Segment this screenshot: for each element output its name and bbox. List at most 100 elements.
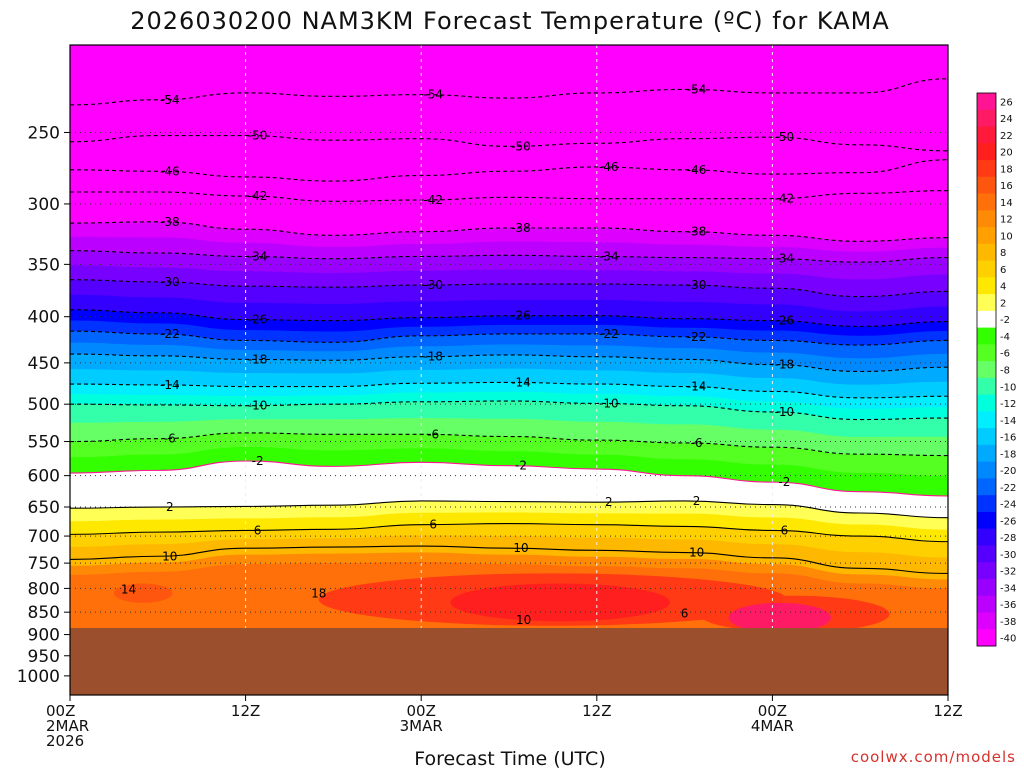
isotherm-label: -10 [248,399,268,413]
colorbar-label: 24 [1000,114,1013,125]
x-tick-label: 4MAR [751,717,794,735]
colorbar-swatch [977,109,996,128]
colorbar-swatch [977,495,996,513]
x-tick-label: 00Z [407,702,436,720]
colorbar-label: 16 [1000,181,1013,192]
isotherm-label: -14 [160,378,180,392]
isotherm-label: 10 [689,546,704,560]
colorbar-swatch [977,160,996,178]
colorbar-label: -34 [1000,583,1016,594]
colorbar-swatch [977,361,996,379]
isotherm-label: -42 [423,193,443,207]
colorbar-label: -8 [1000,366,1010,377]
isotherm-label: 6 [781,523,789,537]
y-tick-label: 550 [28,433,60,453]
isotherm-label: -38 [511,221,531,235]
warm-core-regions [113,573,890,633]
isotherm-label: 2 [693,494,701,508]
isotherm-label: 10 [162,549,177,563]
colorbar-swatch [977,210,996,228]
isotherm-label: -30 [160,275,180,289]
colorbar-label: -6 [1000,349,1010,360]
isotherm-line [70,545,948,574]
isotherm-label: -54 [423,88,443,102]
colorbar-label: -16 [1000,433,1016,444]
x-tick-label: 2026 [46,732,84,750]
isotherm-label: -22 [687,330,707,344]
colorbar-label: -2 [1000,315,1010,326]
y-tick-label: 850 [28,603,60,623]
colorbar-swatch [977,143,996,161]
isotherm-line [70,460,948,497]
colorbar-label: 14 [1000,198,1013,209]
y-tick-label: 700 [28,527,60,547]
colorbar-swatch [977,545,996,563]
isotherm-label: -34 [599,249,619,263]
x-tick-label: 12Z [231,702,260,720]
colorbar-label: -12 [1000,399,1016,410]
y-tick-label: 450 [28,354,60,374]
colorbar-swatch [977,511,996,530]
pressure-axis: 250 300 350 400 450 500 550 600 650 700 750 800 850 9… [17,123,70,687]
colorbar-label: 2 [1000,298,1006,309]
colorbar-swatch [977,562,996,580]
colorbar-label: -40 [1000,634,1016,645]
isotherm-label: -30 [423,278,443,292]
colorbar-swatch [977,428,996,446]
colorbar-label: -4 [1000,332,1010,343]
colorbar-label: -10 [1000,382,1016,393]
isotherm-label: -46 [599,160,619,174]
colorbar-swatch [977,260,996,278]
colorbar-label: -22 [1000,483,1016,494]
warm-core-label: 14 [121,582,136,596]
isotherm-labels: -54 -54 -54 -50 -50 -50 -46 -46 -46 -42 -42 -42 -38 -… [121,82,794,627]
colorbar: 26 24 22 20 18 16 14 12 10 8 6 4 2 -2 -4 -6 -8 -10 -12 -14 -… [976,92,1016,647]
colorbar-label: 22 [1000,131,1013,142]
isotherm-label: 6 [429,518,437,532]
colorbar-swatch [977,327,996,345]
colorbar-label: 6 [1000,265,1006,276]
warm-core-label: 6 [681,607,689,621]
isotherm-label: -50 [248,129,268,143]
colorbar-label: 20 [1000,148,1013,159]
isotherm-label: 2 [166,500,174,514]
y-tick-label: 350 [28,255,60,275]
colorbar-swatch [977,595,996,613]
y-tick-label: 1000 [17,667,60,687]
x-tick-label: 00Z [758,702,787,720]
isotherm-line [70,78,948,106]
isotherm-line [70,522,948,543]
isotherm-label: -6 [691,436,703,450]
colorbar-swatch [977,344,996,362]
colorbar-swatch [977,193,996,211]
y-tick-label: 900 [28,626,60,646]
colorbar-label: -20 [1000,466,1016,477]
y-tick-label: 600 [28,467,60,487]
isotherm-label: -18 [775,358,795,372]
colorbar-label: -18 [1000,449,1016,460]
plot-area: -54 -54 -54 -50 -50 -50 -46 -46 -46 -42 -42 -42 -38 -… [69,44,949,696]
colorbar-swatch [977,294,996,312]
colorbar-frame [976,92,997,647]
x-tick-label: 00Z [46,702,75,720]
colorbar-swatch [977,377,996,396]
colorbar-swatch [977,411,996,429]
colorbar-label: 26 [1000,97,1013,108]
colorbar-label: -28 [1000,533,1016,544]
isotherm-label: -54 [687,82,707,96]
isotherm-label: -6 [427,427,439,441]
isotherm-label: -6 [164,432,176,446]
colorbar-label: 8 [1000,248,1006,259]
y-tick-label: 800 [28,579,60,599]
below-ground-surface [70,627,948,695]
colorbar-swatch [977,310,996,329]
isotherm-label: -2 [252,454,264,468]
isotherm-label: -34 [775,252,795,266]
colorbar-label: 10 [1000,231,1013,242]
isotherm-line [70,159,948,182]
colorbar-swatch [977,176,996,195]
colorbar-swatch [977,629,996,647]
isotherm-label: -38 [687,225,707,239]
